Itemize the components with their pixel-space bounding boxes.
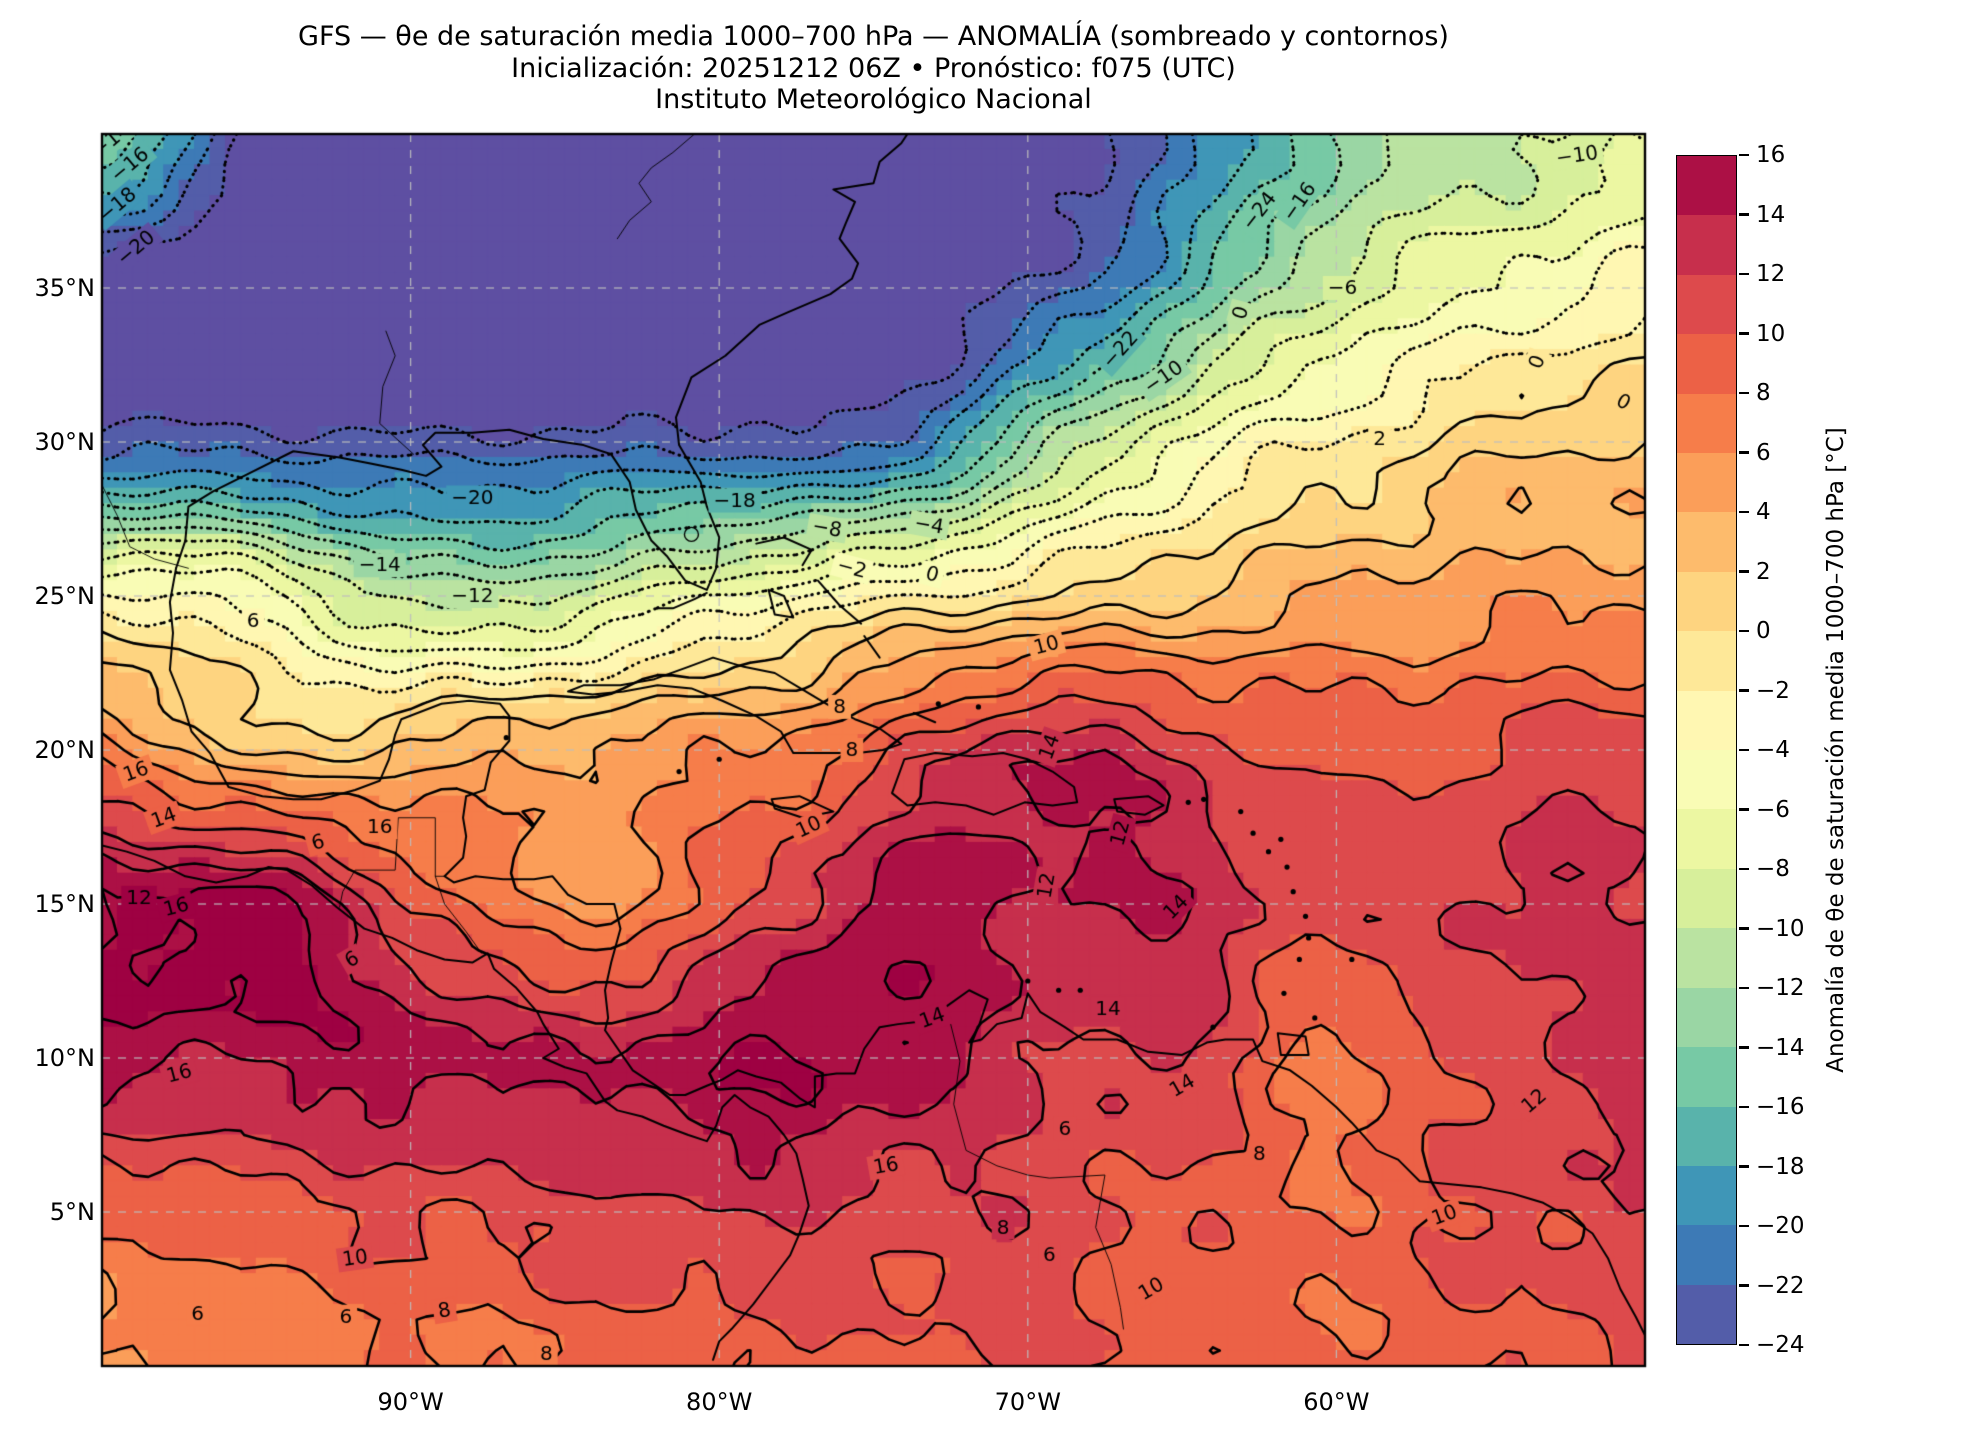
colorbar-tickmark [1739,391,1749,395]
colorbar-tickmark [1739,808,1749,811]
colorbar-segment [1677,1225,1736,1285]
colorbar-tick-label: 4 [1756,499,1771,525]
colorbar-segment [1677,1165,1736,1226]
colorbar-segment [1677,868,1736,929]
colorbar-segment [1677,274,1736,335]
colorbar-tickmark [1739,629,1749,633]
colorbar-tickmark [1739,867,1749,871]
colorbar-tickmark [1739,1224,1749,1228]
colorbar-segment [1677,928,1736,988]
colorbar-segment [1677,1047,1736,1107]
colorbar-segment [1677,453,1736,513]
colorbar-tickmark [1739,1284,1749,1287]
colorbar-tickmark [1739,570,1749,573]
colorbar-tick-label: −22 [1756,1272,1805,1299]
lon-tick-label: 70°W [994,1388,1061,1416]
colorbar-segment [1677,215,1736,275]
colorbar-tickmark [1739,332,1749,335]
lat-tick-label: 25°N [34,582,96,610]
colorbar-segment [1677,987,1736,1048]
lat-tick-label: 35°N [34,274,96,302]
colorbar-tickmark [1739,1343,1749,1347]
colorbar-tick-label: −6 [1756,796,1790,823]
colorbar-tickmark [1739,689,1749,692]
colorbar [1676,155,1737,1345]
lat-tick-label: 20°N [34,736,96,764]
colorbar-tick-label: 12 [1756,261,1786,287]
colorbar-tick-label: −12 [1756,975,1805,1001]
lon-tick-label: 60°W [1303,1388,1370,1416]
colorbar-segment [1677,571,1736,632]
colorbar-segment [1677,393,1736,454]
colorbar-segment [1677,690,1736,751]
lat-tick-label: 10°N [34,1044,96,1072]
colorbar-tickmark [1739,986,1749,990]
colorbar-axis-label: Anomalía de θe de saturación media 1000–… [1823,427,1849,1073]
colorbar-tickmark [1739,510,1749,514]
colorbar-tick-label: 16 [1756,142,1786,168]
lon-tick-label: 90°W [377,1388,444,1416]
lat-tick-label: 5°N [49,1198,95,1226]
lat-tick-label: 15°N [34,890,96,918]
colorbar-tick-label: 14 [1756,201,1786,228]
colorbar-tick-label: 6 [1756,439,1771,466]
colorbar-segment [1677,631,1736,691]
colorbar-tick-label: −16 [1756,1094,1805,1120]
colorbar-tickmark [1739,272,1749,276]
colorbar-tickmark [1739,153,1749,157]
colorbar-tickmark [1739,927,1749,930]
colorbar-tickmark [1739,1105,1749,1109]
colorbar-tick-label: −2 [1756,677,1790,704]
colorbar-tick-label: 10 [1756,320,1786,347]
colorbar-tick-label: −20 [1756,1213,1805,1239]
colorbar-segment [1677,334,1736,394]
lon-tick-label: 80°W [686,1388,753,1416]
colorbar-tick-label: 0 [1756,618,1771,644]
colorbar-tick-label: −10 [1756,915,1805,942]
colorbar-tickmark [1739,1165,1749,1168]
colorbar-tick-label: −18 [1756,1153,1805,1180]
colorbar-segment [1677,1106,1736,1166]
colorbar-tickmark [1739,451,1749,454]
colorbar-segment [1677,512,1736,572]
colorbar-tick-label: −24 [1756,1332,1805,1358]
colorbar-tickmark [1739,1046,1749,1049]
colorbar-tick-label: 2 [1756,558,1771,585]
lat-tick-label: 30°N [34,428,96,456]
colorbar-tick-label: −4 [1756,737,1790,763]
colorbar-tick-label: −14 [1756,1034,1805,1061]
colorbar-segment [1677,750,1736,810]
colorbar-segment [1677,809,1736,869]
colorbar-segment [1677,1284,1736,1345]
colorbar-tick-label: −8 [1756,856,1790,882]
colorbar-segment [1677,156,1736,216]
colorbar-tickmark [1739,213,1749,216]
colorbar-tickmark [1739,748,1749,752]
colorbar-tick-label: 8 [1756,380,1771,406]
